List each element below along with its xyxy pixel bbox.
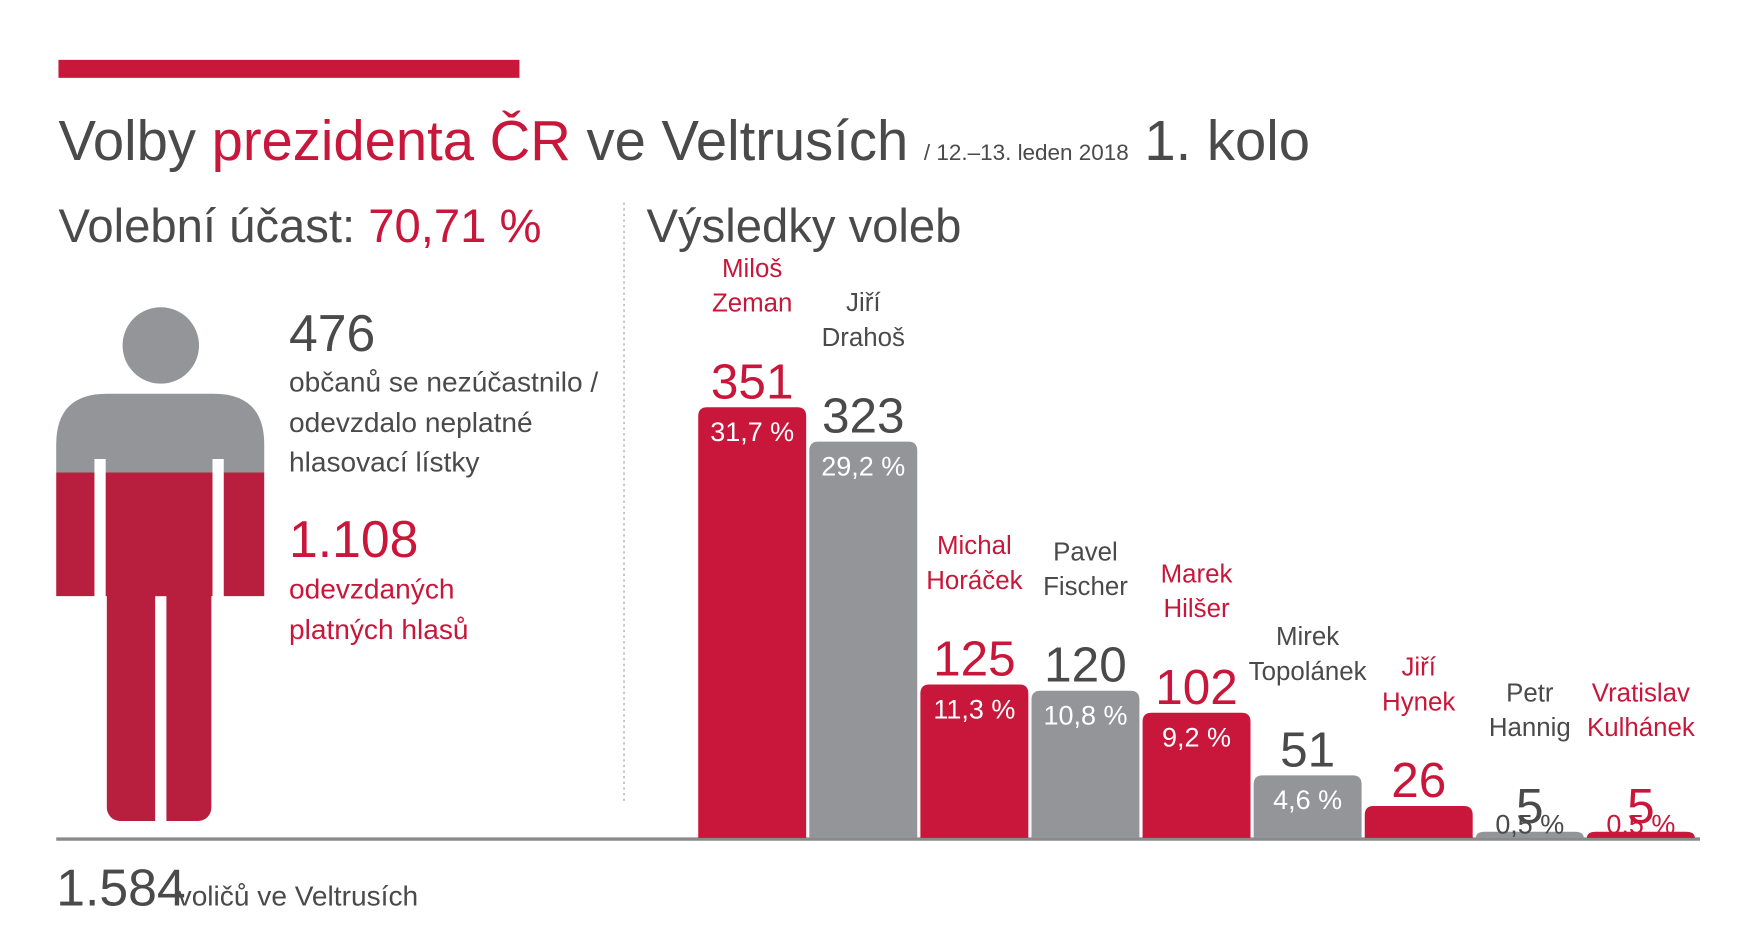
value-label: 26 [1391, 753, 1446, 808]
voters-text: voličů ve Veltrusích [178, 880, 418, 911]
value-label: 351 [711, 354, 794, 409]
bar [1253, 775, 1362, 838]
category-line: Jiří [1401, 654, 1436, 682]
category-line: Vratislav [1592, 679, 1690, 707]
share-label: 4,6 % [1273, 785, 1342, 815]
bar [1586, 831, 1695, 838]
share-label: 11,3 % [933, 694, 1015, 724]
title: Volby prezidenta ČR ve Veltrusích / 12.–… [58, 109, 1310, 172]
valid-text: odevzdaných [289, 573, 455, 604]
round: 1. kolo [1144, 109, 1310, 172]
value-label: 125 [933, 632, 1016, 687]
category-label: Jiří Drahoš [822, 289, 905, 352]
share-label: 10,8 % [1043, 700, 1127, 730]
value-label: 120 [1044, 638, 1127, 693]
absent-text: občanů se nezúčastnilo / [289, 367, 598, 398]
valid-count: 1.108 [289, 510, 418, 568]
title-part: Volby [58, 109, 196, 172]
person-icon [56, 307, 265, 827]
value-label: 5 [1627, 779, 1655, 834]
chart-title: Výsledky voleb [647, 200, 962, 253]
category-line: Michal [937, 532, 1012, 560]
category-line: Pavel [1053, 538, 1118, 566]
category-label: Pavel Fischer [1043, 538, 1128, 601]
share-label: 2,3 % [1384, 809, 1453, 839]
bar [1475, 831, 1584, 838]
category-line: Jiří [846, 289, 881, 317]
date: / 12.–13. leden 2018 [924, 140, 1129, 165]
bar [1031, 690, 1140, 838]
category-label: Miloš Zeman [712, 255, 792, 318]
share-label: 0,5 % [1606, 809, 1675, 839]
share-label: 29,2 % [821, 451, 905, 481]
category-line: Petr [1506, 679, 1554, 707]
bar [920, 684, 1029, 838]
category-line: Hynek [1382, 688, 1455, 716]
share-label: 9,2 % [1162, 723, 1231, 753]
category-line: Marek [1161, 560, 1233, 588]
valid-text: platných hlasů [289, 614, 469, 645]
category-line: Miloš [722, 255, 782, 283]
category-label: Jiří Hynek [1382, 654, 1455, 717]
value-label: 51 [1280, 722, 1335, 777]
value-label: 102 [1155, 660, 1238, 715]
absent-text: odevzdalo neplatné [289, 407, 533, 438]
category-label: Mirek Topolánek [1249, 623, 1367, 686]
category-label: Vratislav Kulhánek [1587, 679, 1695, 742]
category-line: Hilšer [1163, 595, 1229, 623]
category-line: Fischer [1043, 573, 1128, 601]
category-label: Michal Horáček [926, 532, 1022, 595]
share-label: 0,5 % [1495, 809, 1564, 839]
bar [1364, 806, 1473, 838]
absent-count: 476 [289, 304, 375, 362]
category-line: Mirek [1276, 623, 1339, 651]
category-line: Horáček [926, 567, 1022, 595]
category-label: Petr Hannig [1489, 679, 1571, 742]
bar [809, 441, 918, 838]
value-label: 323 [822, 389, 905, 444]
category-line: Kulhánek [1587, 714, 1695, 742]
category-line: Topolánek [1249, 658, 1367, 686]
turnout: Volební účast: 70,71 % [58, 200, 541, 253]
share-label: 31,7 % [710, 417, 794, 447]
category-line: Hannig [1489, 714, 1571, 742]
voters-count: 1.584 [56, 858, 185, 916]
category-label: Marek Hilšer [1161, 560, 1233, 623]
turnout-value: 70,71 % [368, 200, 541, 253]
category-line: Zeman [712, 290, 792, 318]
bar [698, 407, 807, 838]
title-highlight: prezidenta ČR [212, 109, 571, 172]
title-part: ve Veltrusích [586, 109, 908, 172]
bar [1142, 712, 1251, 838]
absent-text: hlasovací lístky [289, 446, 479, 477]
top-bar [58, 59, 520, 78]
value-label: 5 [1516, 779, 1544, 834]
turnout-label: Volební účast: [58, 200, 355, 253]
category-line: Drahoš [822, 324, 905, 352]
